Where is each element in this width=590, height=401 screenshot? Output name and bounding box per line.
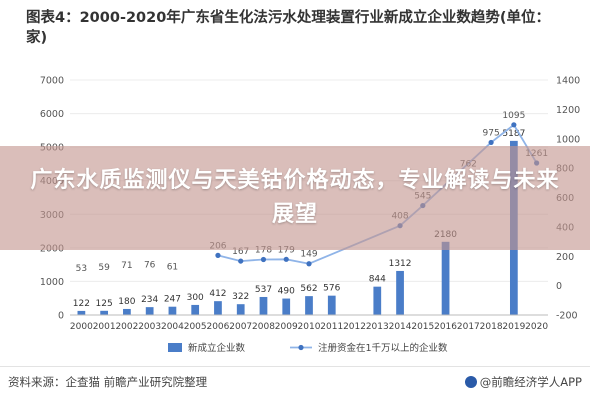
legend: 新成立企业数 注册资金在1千万以上的企业数 — [168, 342, 448, 354]
overlay-banner: 广东水质监测仪与天美钴价格动态，专业解读与未来展望 — [0, 146, 590, 250]
bar — [327, 295, 336, 315]
bar-data-label: 5187 — [502, 129, 525, 139]
x-tick-label: 2018 — [480, 322, 503, 332]
x-axis: 2000 2001 2002 2003 2004 2005 2006 2007 2008 2009… — [70, 314, 548, 332]
legend-line-marker — [298, 344, 304, 351]
x-tick-label: 2017 — [457, 322, 480, 332]
brand-credit: @前瞻经济学人APP — [464, 374, 582, 390]
bar-data-label: 247 — [164, 295, 181, 305]
y-right-tick-label: 0 — [556, 281, 562, 292]
line-point — [215, 252, 221, 258]
x-tick-label: 2009 — [275, 322, 298, 332]
line-data-label: 1095 — [502, 111, 525, 121]
brand-text: @前瞻经济学人APP — [479, 375, 582, 389]
bar — [77, 310, 86, 315]
y-right-tick-label: -200 — [556, 311, 578, 322]
x-tick-label: 2008 — [252, 322, 275, 332]
y-right-tick-label: 1400 — [556, 76, 580, 87]
bar — [100, 310, 109, 315]
x-tick-label: 2000 — [70, 322, 93, 332]
legend-label: 注册资金在1千万以上的企业数 — [318, 342, 448, 354]
x-tick-label: 2019 — [502, 322, 525, 332]
footer: 资料来源：企查猫 前瞻产业研究院整理 @前瞻经济学人APP — [0, 366, 590, 401]
y-left-tick-label: 0 — [58, 311, 64, 322]
bar-data-label: 576 — [323, 284, 340, 294]
bar-data-label: 844 — [369, 275, 386, 285]
line-data-label: 179 — [278, 245, 295, 255]
x-tick-label: 2015 — [411, 322, 434, 332]
legend-label: 新成立企业数 — [188, 342, 246, 354]
line-data-label: 975 — [483, 128, 500, 138]
line-data-label: 71 — [121, 261, 132, 271]
bar-data-label: 537 — [255, 285, 272, 295]
bar — [305, 296, 313, 315]
bar — [236, 304, 245, 315]
line-data-label: 76 — [144, 260, 156, 270]
line-data-label: 178 — [255, 245, 272, 255]
x-tick-label: 2014 — [389, 322, 412, 332]
x-tick-label: 2006 — [206, 322, 229, 332]
x-tick-label: 2013 — [366, 322, 389, 332]
x-tick-label: 2004 — [161, 322, 184, 332]
bar-data-label: 180 — [118, 297, 135, 307]
bar-data-label: 412 — [209, 289, 226, 299]
bar-data-label: 125 — [96, 299, 113, 309]
y-left-tick-label: 1000 — [40, 277, 64, 288]
bar-data-label: 322 — [232, 292, 249, 302]
x-tick-label: 2012 — [343, 322, 366, 332]
chart-title: 图表4：2000-2020年广东省生化法污水处理装置行业新成立企业数趋势(单位：… — [26, 10, 550, 46]
bar — [214, 301, 222, 315]
line-point — [488, 139, 494, 146]
bar-data-label: 562 — [300, 284, 317, 294]
line-point — [238, 258, 244, 264]
line-data-label: 59 — [98, 263, 110, 273]
y-right-tick-label: 1200 — [556, 105, 580, 116]
banner-text: 广东水质监测仪与天美钴价格动态，专业解读与未来展望 — [30, 168, 560, 227]
bar — [373, 286, 382, 315]
x-tick-label: 2005 — [184, 322, 207, 332]
brand-logo-icon — [464, 376, 477, 388]
line-data-label: 61 — [167, 263, 178, 273]
x-tick-label: 2020 — [525, 322, 548, 332]
x-tick-label: 2002 — [115, 322, 138, 332]
bar-data-label: 300 — [187, 293, 204, 303]
line-point — [283, 256, 289, 262]
bar-data-label: 1312 — [389, 259, 412, 269]
bar — [259, 296, 268, 315]
x-tick-label: 2016 — [434, 322, 457, 332]
y-right-tick-label: 200 — [556, 252, 574, 263]
x-tick-label: 2010 — [298, 322, 321, 332]
x-tick-label: 2003 — [138, 322, 161, 332]
bar — [123, 308, 131, 315]
x-tick-label: 2001 — [93, 322, 116, 332]
bar — [191, 304, 200, 315]
bar — [168, 306, 177, 315]
y-left-tick-label: 7000 — [40, 76, 64, 87]
bar — [282, 298, 291, 315]
x-tick-label: 2007 — [229, 322, 252, 332]
line-point — [260, 256, 267, 263]
bar — [396, 270, 404, 315]
line-point — [306, 261, 312, 267]
y-right-tick-label: 1000 — [556, 134, 580, 145]
x-tick-label: 2011 — [320, 322, 343, 332]
y-left-tick-label: 6000 — [40, 109, 64, 120]
line-data-label: 53 — [76, 264, 87, 274]
bar-data-label: 490 — [278, 287, 295, 297]
bar-data-label: 234 — [141, 295, 158, 305]
bar-data-label: 122 — [73, 299, 90, 309]
legend-bar-swatch — [168, 343, 182, 352]
source-note: 资料来源：企查猫 前瞻产业研究院整理 — [8, 375, 208, 389]
line-data-label: 167 — [232, 247, 249, 257]
line-data-label: 149 — [300, 250, 317, 260]
line-point — [511, 122, 517, 128]
bar — [441, 241, 450, 315]
bar — [145, 307, 154, 315]
